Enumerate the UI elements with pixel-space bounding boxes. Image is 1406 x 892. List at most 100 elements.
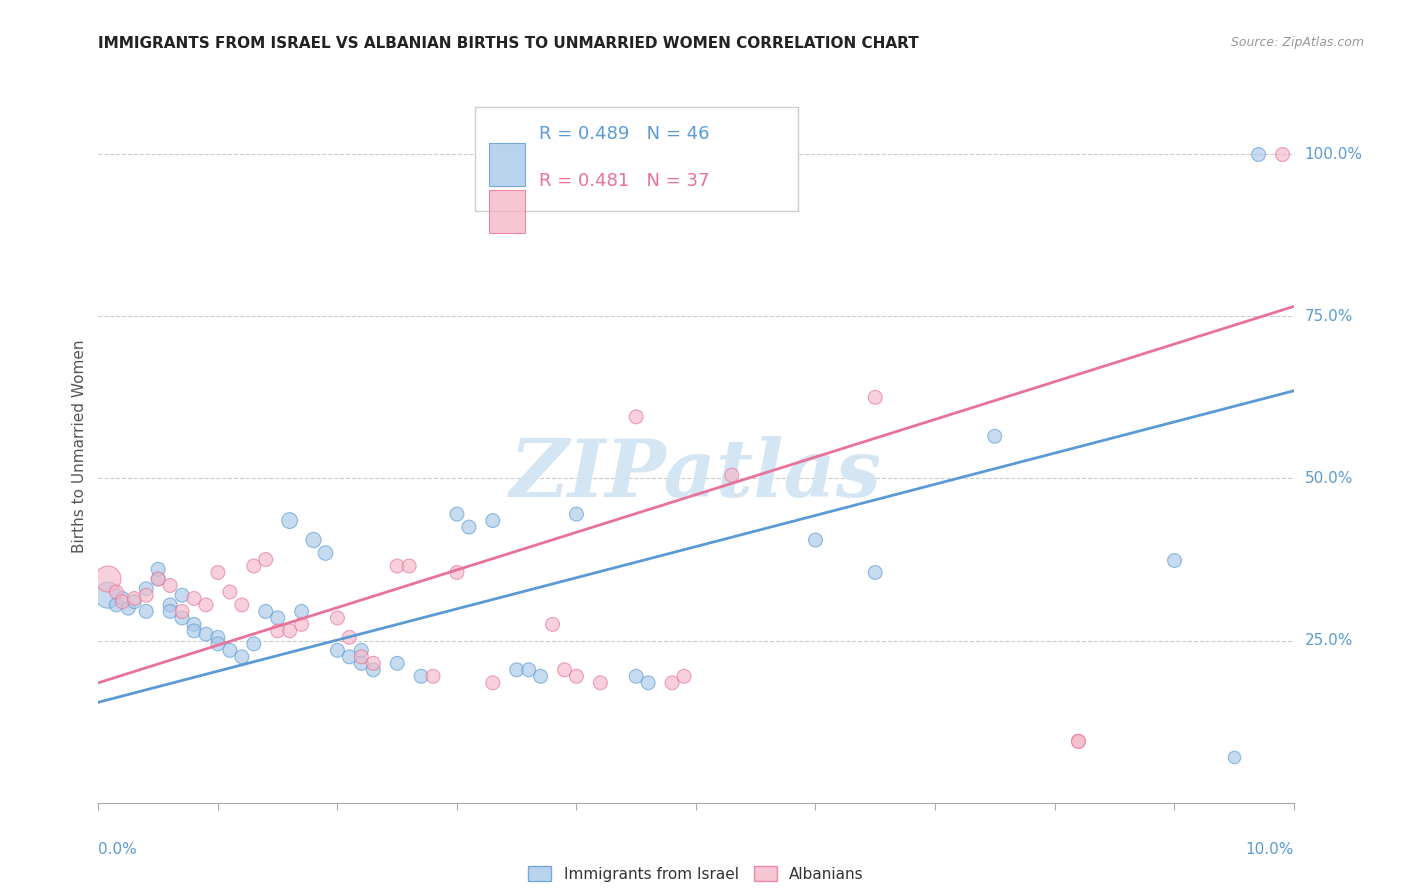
Point	[589, 675, 612, 690]
Point	[422, 669, 444, 683]
Point	[865, 566, 887, 580]
Point	[1163, 552, 1185, 566]
Point	[481, 514, 505, 528]
Point	[398, 559, 420, 574]
Point	[350, 649, 373, 664]
Point	[111, 595, 134, 609]
Point	[172, 604, 194, 618]
Point	[219, 643, 242, 657]
Point	[111, 591, 134, 606]
Point	[243, 637, 266, 651]
Point	[172, 588, 194, 602]
Point	[481, 675, 505, 690]
Point	[339, 649, 360, 664]
Point	[243, 559, 266, 574]
Point	[458, 520, 481, 534]
FancyBboxPatch shape	[475, 107, 797, 211]
Point	[624, 669, 647, 683]
Point	[565, 507, 588, 521]
Point	[721, 468, 744, 483]
Point	[124, 591, 146, 606]
Point	[339, 631, 360, 645]
Point	[1223, 750, 1246, 764]
Text: IMMIGRANTS FROM ISRAEL VS ALBANIAN BIRTHS TO UNMARRIED WOMEN CORRELATION CHART: IMMIGRANTS FROM ISRAEL VS ALBANIAN BIRTH…	[98, 36, 920, 51]
Point	[172, 611, 194, 625]
Text: 10.0%: 10.0%	[1246, 842, 1294, 856]
Point	[231, 649, 253, 664]
Text: ZIPatlas: ZIPatlas	[510, 436, 882, 513]
Point	[207, 631, 229, 645]
FancyBboxPatch shape	[489, 190, 524, 233]
Point	[506, 663, 529, 677]
Point	[385, 657, 409, 671]
Point	[97, 572, 120, 586]
Point	[124, 595, 146, 609]
Point	[363, 663, 385, 677]
Point	[148, 562, 170, 576]
Point	[105, 598, 128, 612]
Point	[565, 669, 588, 683]
Text: R = 0.489   N = 46: R = 0.489 N = 46	[540, 125, 710, 143]
Text: 25.0%: 25.0%	[1305, 633, 1353, 648]
Point	[673, 669, 696, 683]
Point	[541, 617, 564, 632]
Point	[1067, 734, 1090, 748]
Point	[637, 675, 659, 690]
Point	[183, 591, 205, 606]
Point	[1271, 147, 1294, 161]
Legend: Immigrants from Israel, Albanians: Immigrants from Israel, Albanians	[522, 860, 870, 888]
Point	[302, 533, 325, 547]
Point	[446, 566, 468, 580]
Point	[254, 552, 277, 566]
Point	[517, 663, 540, 677]
Point	[267, 624, 290, 638]
Text: Source: ZipAtlas.com: Source: ZipAtlas.com	[1230, 36, 1364, 49]
Text: 0.0%: 0.0%	[98, 842, 138, 856]
Point	[135, 588, 157, 602]
Text: 100.0%: 100.0%	[1305, 146, 1362, 161]
Point	[624, 409, 647, 424]
Point	[194, 627, 218, 641]
Point	[278, 624, 301, 638]
Point	[194, 598, 218, 612]
Point	[661, 675, 683, 690]
Point	[865, 390, 887, 404]
Point	[804, 533, 827, 547]
Text: R = 0.481   N = 37: R = 0.481 N = 37	[540, 171, 710, 189]
Point	[350, 643, 373, 657]
Point	[554, 663, 576, 677]
Point	[117, 601, 139, 615]
Point	[290, 604, 312, 618]
Point	[529, 669, 551, 683]
Point	[1067, 734, 1090, 748]
Point	[983, 429, 1005, 443]
Y-axis label: Births to Unmarried Women: Births to Unmarried Women	[72, 339, 87, 553]
Point	[219, 585, 242, 599]
Point	[97, 588, 120, 602]
Point	[159, 598, 181, 612]
Point	[183, 617, 205, 632]
Point	[350, 657, 373, 671]
FancyBboxPatch shape	[489, 144, 524, 186]
Point	[446, 507, 468, 521]
Point	[135, 582, 157, 596]
Text: 75.0%: 75.0%	[1305, 309, 1353, 324]
Point	[148, 572, 170, 586]
Point	[135, 604, 157, 618]
Point	[183, 624, 205, 638]
Text: 50.0%: 50.0%	[1305, 471, 1353, 486]
Point	[159, 578, 181, 592]
Point	[207, 566, 229, 580]
Point	[411, 669, 433, 683]
Point	[105, 585, 128, 599]
Point	[1247, 147, 1270, 161]
Point	[148, 572, 170, 586]
Point	[363, 657, 385, 671]
Point	[315, 546, 337, 560]
Point	[385, 559, 409, 574]
Point	[231, 598, 253, 612]
Point	[159, 604, 181, 618]
Point	[278, 514, 301, 528]
Point	[290, 617, 312, 632]
Point	[254, 604, 277, 618]
